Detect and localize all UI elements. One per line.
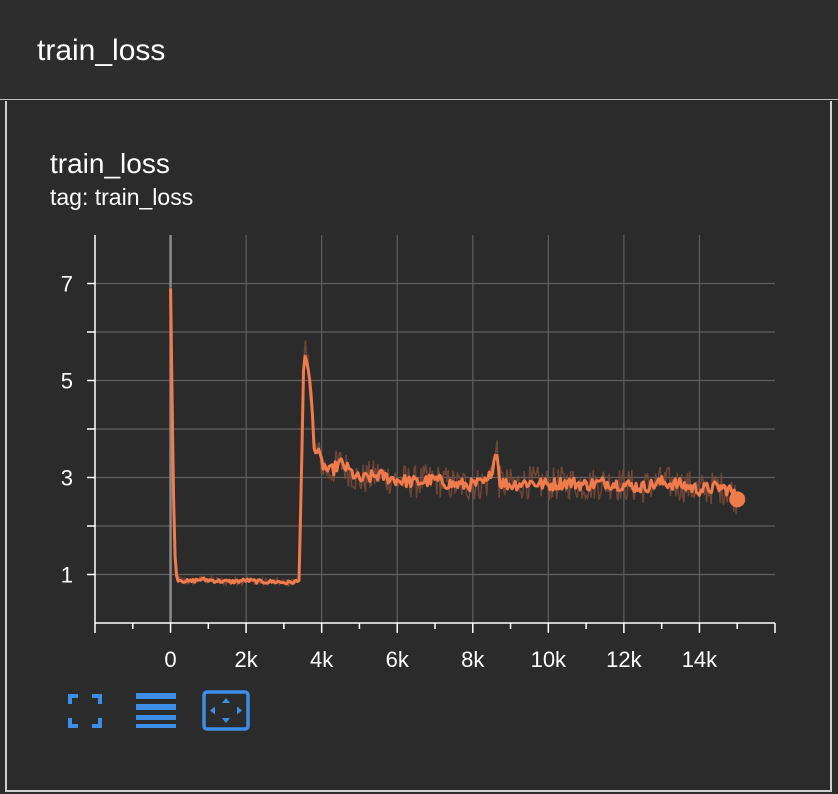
fit-domain-icon xyxy=(202,690,250,731)
toggle-log-scale-button[interactable] xyxy=(135,692,177,730)
chart-tag: tag: train_loss xyxy=(50,184,194,210)
fit-domain-button[interactable] xyxy=(202,690,250,732)
fullscreen-icon xyxy=(68,694,102,728)
panel-header: train_loss xyxy=(0,0,838,100)
chart-title: train_loss xyxy=(50,148,170,179)
fullscreen-button[interactable] xyxy=(68,694,102,728)
panel-header-title: train_loss xyxy=(37,34,166,67)
toggle-log-scale-icon xyxy=(136,693,176,728)
